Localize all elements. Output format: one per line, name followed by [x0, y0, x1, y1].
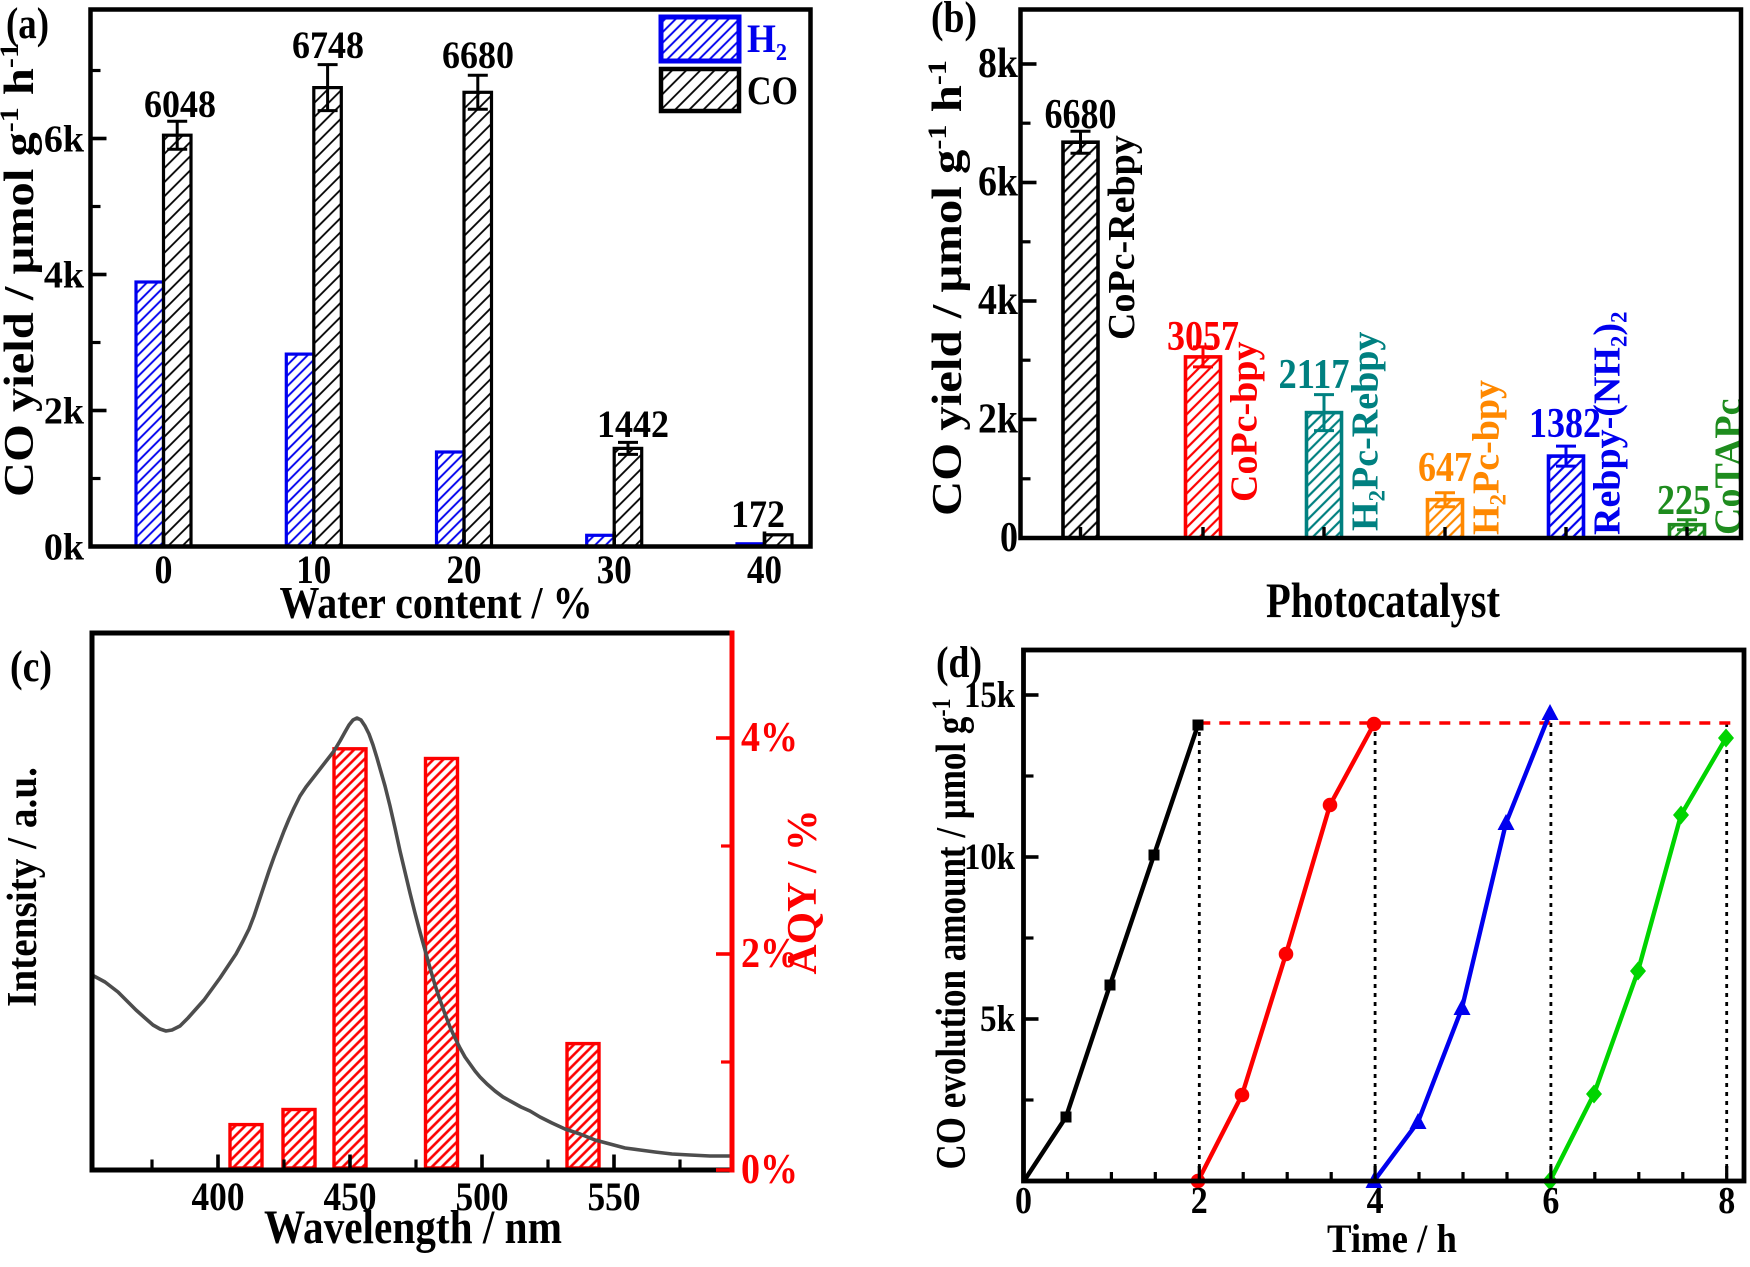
svg-text:6748: 6748 — [292, 24, 364, 67]
svg-text:Water content / %: Water content / % — [280, 578, 593, 628]
svg-text:6: 6 — [1542, 1180, 1559, 1222]
svg-text:30: 30 — [597, 547, 632, 592]
svg-text:2: 2 — [1191, 1180, 1208, 1222]
svg-text:6048: 6048 — [144, 83, 216, 126]
svg-text:15k: 15k — [964, 675, 1015, 716]
svg-text:40: 40 — [747, 547, 782, 592]
svg-text:5k: 5k — [980, 999, 1015, 1040]
svg-text:0: 0 — [1015, 1180, 1032, 1222]
svg-text:(a): (a) — [6, 0, 49, 48]
svg-text:2k: 2k — [44, 391, 85, 433]
svg-text:6680: 6680 — [1045, 92, 1117, 138]
svg-text:4k: 4k — [978, 278, 1019, 324]
svg-text:450: 450 — [324, 1174, 377, 1219]
svg-text:Photocatalyst: Photocatalyst — [1266, 572, 1500, 628]
svg-text:1442: 1442 — [597, 403, 669, 446]
svg-text:2k: 2k — [978, 397, 1019, 443]
svg-text:CoPc-Rebpy: CoPc-Rebpy — [1101, 135, 1143, 340]
svg-text:(b): (b) — [931, 0, 977, 42]
svg-text:4: 4 — [1367, 1180, 1384, 1222]
svg-text:0%: 0% — [741, 1147, 798, 1193]
svg-text:Wavelength / nm: Wavelength / nm — [264, 1201, 562, 1254]
svg-text:1382: 1382 — [1529, 401, 1601, 447]
svg-text:4%: 4% — [741, 715, 798, 761]
svg-text:10k: 10k — [964, 837, 1015, 878]
svg-text:4k: 4k — [44, 255, 85, 297]
svg-text:172: 172 — [731, 493, 785, 536]
svg-text:8k: 8k — [978, 41, 1019, 87]
svg-text:0: 0 — [1000, 515, 1018, 561]
svg-text:Time / h: Time / h — [1327, 1216, 1457, 1261]
svg-text:CO: CO — [747, 68, 798, 113]
svg-text:Intensity / a.u.: Intensity / a.u. — [0, 767, 46, 1007]
svg-text:647: 647 — [1418, 445, 1472, 491]
svg-text:400: 400 — [192, 1174, 245, 1219]
svg-text:20: 20 — [447, 547, 482, 592]
svg-text:H2​Pc-bpy: H2​Pc-bpy — [1466, 380, 1511, 535]
svg-text:550: 550 — [588, 1174, 641, 1219]
svg-text:(d): (d) — [936, 638, 982, 687]
svg-text:CO evolution amount / μmol g-1: CO evolution amount / μmol g-1​ — [927, 699, 975, 1170]
svg-text:AQY / %: AQY / % — [780, 810, 826, 975]
svg-text:CoPc-bpy: CoPc-bpy — [1224, 342, 1266, 502]
svg-text:6k: 6k — [44, 119, 85, 161]
svg-text:2117: 2117 — [1279, 352, 1350, 398]
svg-text:0: 0 — [155, 547, 173, 592]
svg-text:6k: 6k — [978, 160, 1019, 206]
svg-text:500: 500 — [456, 1174, 509, 1219]
svg-text:225: 225 — [1657, 478, 1711, 524]
svg-text:3057: 3057 — [1167, 314, 1239, 360]
svg-text:6680: 6680 — [442, 34, 514, 77]
svg-text:2%: 2% — [741, 931, 798, 977]
svg-text:0k: 0k — [44, 527, 85, 569]
svg-text:10: 10 — [296, 547, 331, 592]
svg-text:(c): (c) — [10, 642, 52, 691]
svg-text:Rebpy-(NH2​)2​: Rebpy-(NH2​)2​ — [1587, 311, 1632, 535]
svg-text:8: 8 — [1718, 1180, 1735, 1222]
svg-text:CO yield / μmol g-1​ h-1​: CO yield / μmol g-1​ h-1​ — [0, 43, 43, 497]
